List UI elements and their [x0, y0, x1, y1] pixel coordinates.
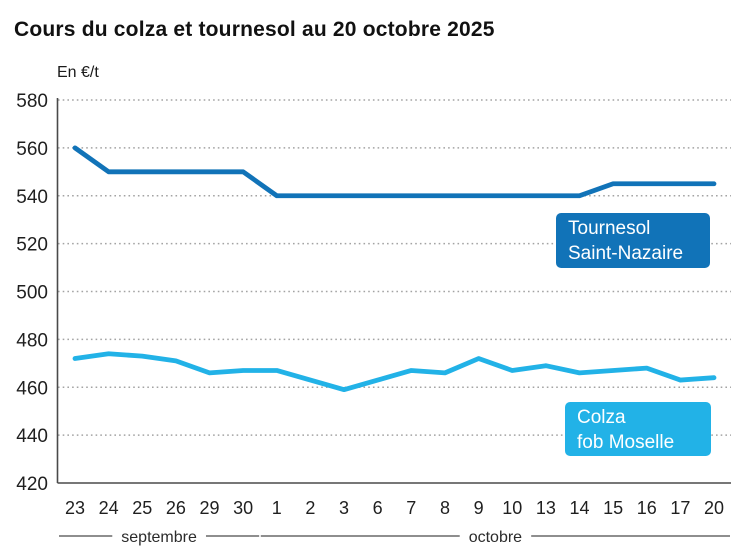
tournesol-series-label: Tournesol Saint-Nazaire — [556, 213, 710, 268]
page-title: Cours du colza et tournesol au 20 octobr… — [14, 18, 495, 41]
colza-series-label: Colza fob Moselle — [565, 402, 711, 456]
y-tick-label: 540 — [16, 187, 48, 208]
series-line-colza — [72, 351, 717, 393]
colza-series-label-line2: fob Moselle — [577, 432, 675, 453]
x-tick-label: 25 — [132, 498, 152, 518]
x-tick-label: 30 — [233, 498, 253, 518]
x-group-label: octobre — [469, 529, 522, 546]
y-axis-unit-label: En €/t — [57, 64, 99, 81]
y-tick-label: 420 — [16, 474, 48, 495]
x-tick-label: 29 — [200, 498, 220, 518]
series-line-tournesol — [72, 145, 717, 199]
y-tick-label: 500 — [16, 283, 48, 304]
x-tick-label: 17 — [670, 498, 690, 518]
x-tick-label: 10 — [502, 498, 522, 518]
x-tick-label: 23 — [65, 498, 85, 518]
tournesol-series-label-line2: Saint-Nazaire — [568, 243, 684, 264]
x-tick-label: 20 — [704, 498, 724, 518]
x-tick-label: 6 — [373, 498, 383, 518]
x-tick-label: 7 — [406, 498, 416, 518]
x-tick-label: 24 — [99, 498, 119, 518]
x-tick-label: 14 — [569, 498, 589, 518]
x-tick-label: 15 — [603, 498, 623, 518]
y-tick-label: 480 — [16, 330, 48, 351]
tournesol-series-label-line1: Tournesol — [568, 218, 651, 239]
y-tick-label: 520 — [16, 235, 48, 256]
y-tick-label: 440 — [16, 426, 48, 447]
y-tick-label: 460 — [16, 378, 48, 399]
x-group-label: septembre — [121, 529, 197, 546]
x-tick-label: 8 — [440, 498, 450, 518]
colza-series-label-line1: Colza — [577, 407, 626, 428]
x-tick-label: 13 — [536, 498, 556, 518]
x-tick-label: 26 — [166, 498, 186, 518]
x-tick-label: 1 — [272, 498, 282, 518]
y-tick-label: 580 — [16, 91, 48, 112]
x-tick-label: 16 — [637, 498, 657, 518]
x-tick-label: 3 — [339, 498, 349, 518]
x-tick-label: 9 — [474, 498, 484, 518]
x-tick-label: 2 — [305, 498, 315, 518]
y-tick-label: 560 — [16, 139, 48, 160]
